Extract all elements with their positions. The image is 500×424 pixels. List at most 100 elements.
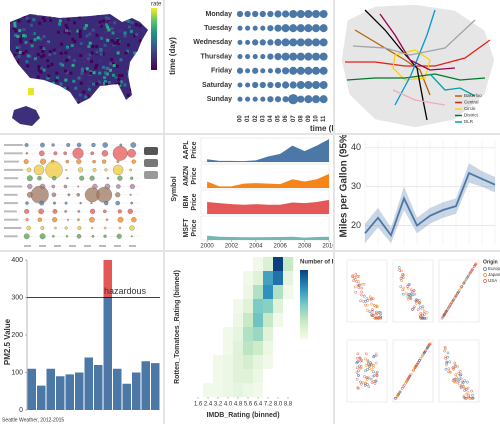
point xyxy=(412,289,416,292)
bar xyxy=(122,383,131,410)
heat-cell xyxy=(213,355,224,370)
point xyxy=(422,310,426,313)
county xyxy=(87,45,91,49)
heatmap-panel: 1.6 2.4 3.2 4.0 4.8 5.6 6.4 7.2 8.0 8.8 IMDB_Ratin… xyxy=(165,252,333,424)
row-label xyxy=(4,227,22,229)
bubble xyxy=(311,24,321,33)
point xyxy=(466,386,470,390)
heat-cell xyxy=(203,341,214,356)
point xyxy=(457,377,461,381)
county xyxy=(18,29,22,33)
county xyxy=(134,23,138,27)
x-tick-label: 08 xyxy=(298,115,304,122)
heat-cell xyxy=(193,383,204,398)
legend-swatch xyxy=(483,273,487,277)
county xyxy=(28,42,32,46)
bubble xyxy=(103,209,107,214)
county xyxy=(79,81,83,85)
point xyxy=(400,269,403,273)
heat-cell xyxy=(273,355,284,370)
point xyxy=(372,370,375,374)
bubble xyxy=(289,24,298,33)
county xyxy=(92,71,96,75)
point xyxy=(407,293,411,297)
bubble xyxy=(92,159,96,164)
county xyxy=(120,80,124,84)
row-label xyxy=(4,210,17,213)
county xyxy=(58,48,62,52)
bubble xyxy=(289,9,298,19)
bubble xyxy=(304,95,313,104)
point xyxy=(462,394,466,398)
county xyxy=(82,90,86,94)
legend-swatch xyxy=(483,279,487,283)
bubble xyxy=(72,147,84,159)
point xyxy=(412,305,416,309)
facet-label: AMZN xyxy=(183,166,190,186)
county xyxy=(55,76,59,80)
point xyxy=(444,367,448,371)
point xyxy=(363,375,367,378)
county xyxy=(39,45,43,49)
county xyxy=(14,29,18,33)
point xyxy=(359,364,363,368)
county xyxy=(95,63,99,67)
x-tick-label xyxy=(54,245,61,247)
row-label xyxy=(4,144,24,146)
x-tick-label: 2.4 xyxy=(204,402,213,408)
county xyxy=(36,36,40,40)
bubble xyxy=(267,25,274,32)
heat-cell xyxy=(233,257,244,272)
bubble xyxy=(245,39,251,45)
bubble xyxy=(39,200,45,206)
heat-cell xyxy=(253,355,264,370)
point xyxy=(420,354,424,358)
county xyxy=(42,53,46,57)
x-tick-label: 4.0 xyxy=(224,402,233,408)
county xyxy=(135,32,139,36)
point xyxy=(452,379,456,383)
county xyxy=(60,42,64,46)
bubble xyxy=(282,67,290,75)
point xyxy=(415,301,418,305)
county xyxy=(74,98,78,102)
heat-cell xyxy=(223,369,234,384)
caption: Seattle Weather, 2012-2015 xyxy=(2,417,64,423)
point xyxy=(366,359,370,362)
bubble xyxy=(311,52,321,61)
row-label xyxy=(4,193,18,196)
heat-cell xyxy=(273,271,284,286)
county xyxy=(40,55,44,59)
bubble xyxy=(130,176,134,180)
heat-cell xyxy=(213,257,224,272)
point xyxy=(419,311,423,315)
bubble xyxy=(52,235,55,238)
county xyxy=(98,20,102,24)
y-tick-label: Sunday xyxy=(207,96,232,103)
point xyxy=(377,311,381,314)
point xyxy=(446,351,450,355)
county xyxy=(67,17,71,21)
bar xyxy=(94,365,103,410)
county xyxy=(64,69,68,73)
point xyxy=(369,302,373,306)
bubble xyxy=(260,96,266,102)
heat-cell xyxy=(243,313,254,328)
bubble xyxy=(274,96,282,103)
heat-cell xyxy=(253,299,264,314)
county xyxy=(72,21,76,25)
county xyxy=(46,64,50,68)
bubble xyxy=(91,234,95,238)
county xyxy=(69,71,73,75)
bubble xyxy=(129,168,133,172)
x-tick-label: 7.2 xyxy=(264,402,273,408)
bubble xyxy=(245,82,251,88)
bubble xyxy=(77,185,80,188)
cell-frame xyxy=(392,339,434,403)
bubble xyxy=(252,10,259,18)
point xyxy=(370,297,373,301)
bubble xyxy=(51,143,55,147)
bubble xyxy=(289,38,298,47)
point xyxy=(401,273,405,276)
